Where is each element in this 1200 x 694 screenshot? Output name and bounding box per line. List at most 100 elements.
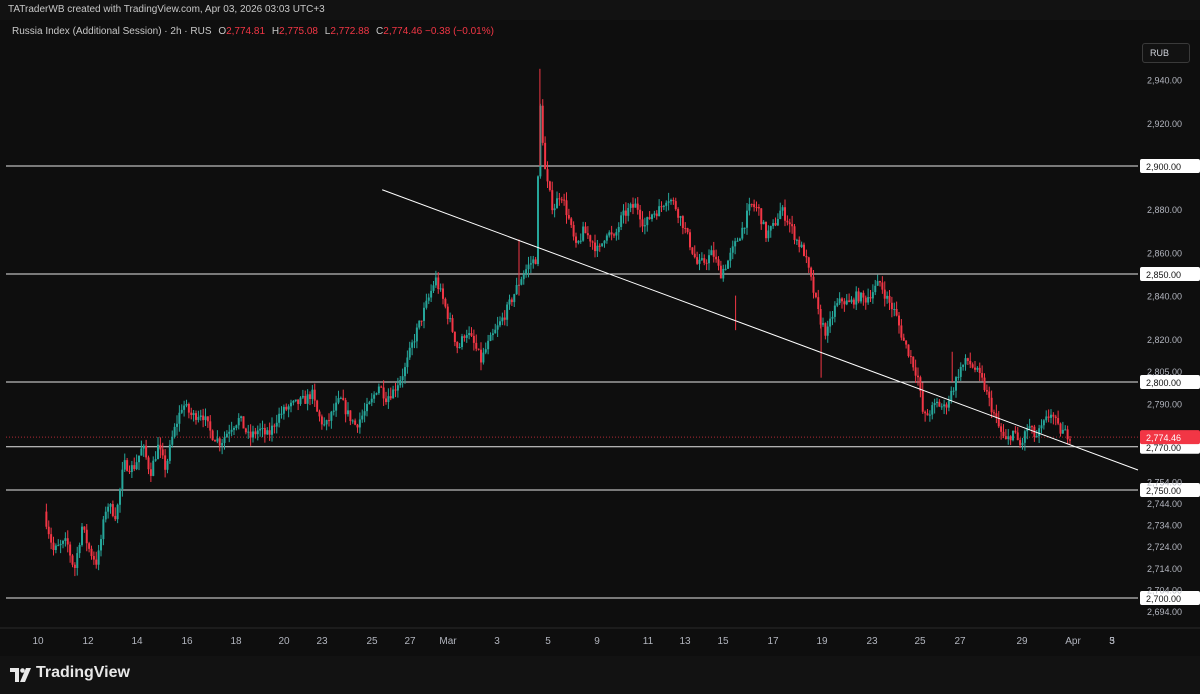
candle-body	[546, 169, 549, 182]
candle-body	[1035, 436, 1038, 438]
candle-body	[503, 317, 506, 320]
candle-body	[116, 504, 119, 520]
candle-body	[527, 264, 530, 270]
candle-body	[45, 511, 48, 527]
candle-body	[244, 428, 247, 433]
candle-body	[969, 360, 972, 365]
candle-body	[164, 455, 167, 470]
candle-body	[1050, 414, 1052, 418]
candle-body	[401, 376, 404, 381]
candle-body	[845, 300, 848, 305]
candle-body	[565, 200, 568, 216]
candle-body	[64, 538, 67, 541]
candle-body	[712, 250, 715, 257]
trendline-group[interactable]	[382, 189, 1139, 471]
candle-body	[693, 253, 696, 258]
candle-body	[1014, 430, 1017, 433]
candle-body	[907, 344, 910, 357]
candle-body	[145, 445, 148, 458]
candle-body	[1045, 416, 1048, 421]
candle-body	[185, 403, 188, 406]
high-value: 2,775.08	[279, 26, 318, 37]
level-tag[interactable]	[1140, 591, 1200, 605]
candle-body	[817, 297, 820, 309]
level-tag[interactable]	[1140, 375, 1200, 389]
candle-body	[613, 234, 615, 236]
time-tick-label: 25	[366, 636, 378, 647]
candle-body	[1004, 436, 1007, 440]
level-tag[interactable]	[1140, 267, 1200, 281]
candle-body	[332, 410, 335, 412]
trendline[interactable]	[382, 189, 1139, 471]
candle-body	[983, 377, 986, 391]
candle-body	[292, 401, 295, 403]
time-tick-label: 5	[1109, 636, 1115, 647]
candle-body	[344, 400, 347, 415]
candle-body	[278, 413, 281, 423]
level-tag[interactable]	[1140, 159, 1200, 173]
candle-body	[786, 220, 789, 223]
brand-name: TradingView	[36, 664, 130, 681]
candle-body	[1028, 426, 1031, 429]
price-axis[interactable]: 2,694.00 2,704.00 2,714.00 2,724.00 2,734.00…	[1147, 76, 1182, 617]
level-tag[interactable]	[1140, 483, 1200, 497]
candle-body	[1009, 436, 1012, 441]
candle-body	[247, 431, 250, 433]
candle-body	[812, 276, 815, 293]
candle-body	[335, 402, 338, 411]
candle-body	[767, 230, 770, 239]
symbol-legend[interactable]: Russia Index (Additional Session) · 2h ·…	[12, 26, 494, 37]
candle-body	[940, 406, 943, 408]
currency-button[interactable]: RUB	[1142, 43, 1190, 63]
candle-body	[639, 209, 642, 220]
candle-body	[468, 333, 471, 336]
candle-body	[788, 222, 791, 225]
candle-body	[423, 307, 425, 321]
candle-body	[152, 460, 155, 476]
candle-body	[805, 255, 808, 258]
candle-body	[249, 431, 252, 438]
horizontal-levels[interactable]: 2,900.00 2,850.00 2,800.00 2,770.00 2,750.00…	[6, 159, 1200, 605]
time-tick-label: Mar	[439, 636, 457, 647]
candle-body	[494, 329, 497, 334]
candle-body	[836, 303, 839, 306]
candle-body	[477, 348, 480, 350]
candle-body	[700, 258, 703, 260]
candle-body	[214, 440, 216, 442]
price-tick-label: 2,754.00	[1147, 477, 1182, 487]
candle-body	[810, 267, 813, 277]
last-price-tag[interactable]	[1140, 430, 1200, 445]
candle-body	[648, 217, 651, 220]
candle-body	[520, 279, 523, 285]
price-tick-label: 2,880.00	[1147, 205, 1182, 215]
candle-body	[591, 241, 594, 243]
level-tag-label: 2,850.00	[1146, 270, 1181, 280]
candle-body	[838, 298, 841, 304]
price-chart[interactable]: 2,900.00 2,850.00 2,800.00 2,770.00 2,750.00…	[0, 20, 1200, 656]
candle-body	[677, 209, 680, 218]
candle-body	[594, 242, 596, 252]
price-tick-label: 2,820.00	[1147, 335, 1182, 345]
candle-body	[791, 224, 794, 227]
candle-body	[869, 297, 872, 299]
time-tick-label: 20	[278, 636, 290, 647]
candle-body	[852, 299, 855, 305]
candle-body	[883, 289, 886, 299]
candle-body	[748, 204, 751, 211]
level-tag-label: 2,700.00	[1146, 594, 1181, 604]
candle-body	[1016, 432, 1019, 441]
candle-body	[722, 268, 725, 279]
candle-body	[862, 292, 865, 298]
candle-body	[572, 224, 575, 237]
chart-area[interactable]: 2,900.00 2,850.00 2,800.00 2,770.00 2,750.00…	[0, 20, 1200, 656]
candle-body	[290, 402, 292, 407]
candle-body	[508, 299, 511, 305]
candle-body	[59, 543, 62, 546]
time-axis[interactable]: 10 12 14 16 18 20 23 25 27 Mar 3 5 9 11 13 15 17 19 23 25 27…	[0, 627, 1200, 647]
candle-body	[674, 201, 677, 210]
tradingview-logo-icon	[10, 668, 31, 682]
candle-body	[311, 389, 314, 399]
candle-body	[829, 318, 832, 327]
candle-body	[273, 425, 276, 427]
candle-body	[140, 448, 143, 456]
